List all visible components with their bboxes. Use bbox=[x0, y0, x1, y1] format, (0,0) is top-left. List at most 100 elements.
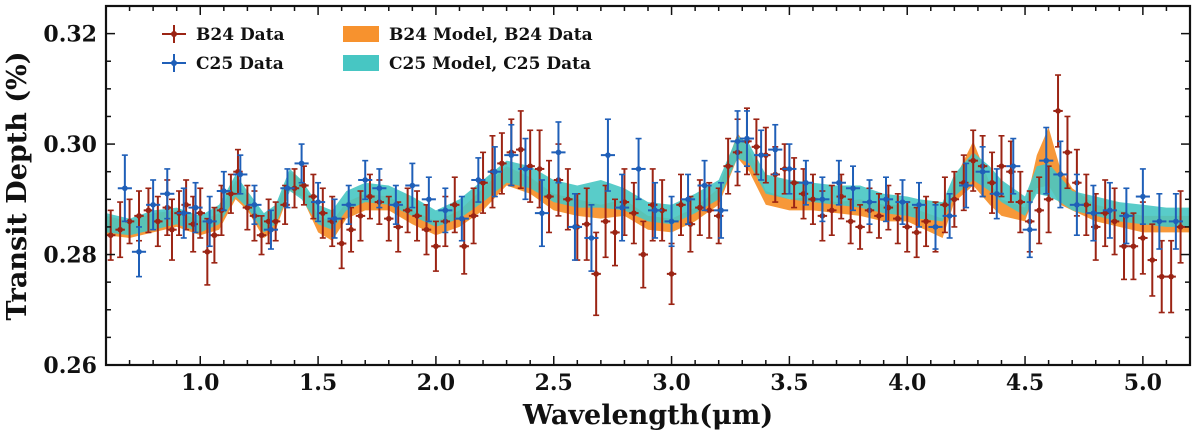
c25-data-marker bbox=[251, 202, 258, 208]
y-tick-label: 0.26 bbox=[43, 353, 97, 379]
c25-data-point bbox=[471, 157, 486, 203]
x-tick-label: 3.5 bbox=[770, 370, 808, 396]
c25-data-marker bbox=[345, 202, 352, 208]
c25-data-point bbox=[928, 204, 943, 250]
c25-data-point bbox=[487, 146, 502, 198]
y-axis-title: Transit Depth (%) bbox=[2, 52, 33, 321]
b24-data-marker bbox=[1102, 210, 1108, 216]
c25-data-point bbox=[713, 181, 729, 239]
b24-data-marker bbox=[1036, 207, 1042, 214]
c25-data-marker bbox=[946, 213, 953, 219]
x-tick-label: 1.5 bbox=[299, 370, 337, 396]
b24-data-marker bbox=[913, 229, 920, 236]
c25-data-point bbox=[131, 226, 147, 278]
legend-item: B24 Model, B24 Data bbox=[343, 25, 593, 45]
c25-data-marker bbox=[1026, 226, 1033, 233]
c25-data-marker bbox=[979, 168, 986, 175]
b24-data-marker bbox=[697, 204, 703, 211]
y-tick-label: 0.32 bbox=[43, 22, 97, 48]
b24-data-point bbox=[676, 173, 686, 237]
c25-data-marker bbox=[635, 166, 642, 172]
c25-data-point bbox=[388, 184, 403, 225]
b24-data-marker bbox=[480, 179, 486, 186]
c25-data-marker bbox=[701, 182, 708, 189]
c25-data-point bbox=[341, 184, 356, 225]
x-tick-label: 2.5 bbox=[535, 370, 573, 396]
b24-data-marker bbox=[847, 218, 854, 225]
b24-data-marker bbox=[951, 196, 958, 203]
b24-data-point bbox=[1100, 179, 1110, 248]
c25-data-marker bbox=[572, 224, 578, 230]
b24-data-point bbox=[365, 173, 375, 220]
c25-data-marker bbox=[1140, 193, 1146, 200]
c25-data-marker bbox=[744, 135, 750, 142]
b24-data-marker bbox=[244, 204, 251, 211]
b24-data-point bbox=[591, 231, 601, 317]
c25-data-point bbox=[895, 179, 910, 225]
legend-swatch bbox=[343, 26, 379, 42]
c25-data-point bbox=[551, 121, 566, 184]
b24-data-marker bbox=[678, 202, 684, 208]
c25-data-marker bbox=[899, 199, 906, 205]
b24-data-marker bbox=[499, 160, 505, 167]
c25-data-marker bbox=[192, 204, 199, 211]
b24-data-marker bbox=[923, 218, 929, 225]
b24-data-point bbox=[421, 204, 432, 256]
c25-data-marker bbox=[819, 196, 826, 203]
b24-data-marker bbox=[451, 202, 458, 208]
b24-data-marker bbox=[565, 196, 571, 203]
b24-data-point bbox=[1015, 170, 1026, 234]
b24-data-point bbox=[318, 187, 328, 239]
b24-data-marker bbox=[1140, 235, 1146, 241]
c25-data-point bbox=[438, 187, 453, 234]
b24-data-point bbox=[789, 157, 799, 209]
b24-data-marker bbox=[1121, 243, 1127, 250]
c25-data-point bbox=[567, 192, 583, 261]
b24-data-marker bbox=[117, 226, 123, 233]
c25-data-marker bbox=[1173, 218, 1179, 225]
c25-data-marker bbox=[850, 185, 856, 192]
b24-data-marker bbox=[107, 232, 114, 239]
c25-data-marker bbox=[475, 177, 482, 183]
b24-data-marker bbox=[527, 163, 533, 169]
c25-data-marker bbox=[605, 152, 611, 158]
b24-data-marker bbox=[857, 224, 863, 230]
c25-data-marker bbox=[508, 152, 515, 158]
b24-data-marker bbox=[546, 193, 552, 200]
b24-data-marker bbox=[461, 243, 467, 250]
b24-data-marker bbox=[1055, 108, 1061, 114]
b24-data-point bbox=[270, 201, 281, 242]
b24-data-point bbox=[242, 184, 253, 231]
c25-data-marker bbox=[298, 160, 305, 167]
b24-data-point bbox=[106, 209, 116, 261]
b24-data-point bbox=[827, 184, 837, 237]
b24-data-marker bbox=[258, 232, 265, 239]
b24-data-marker bbox=[810, 196, 816, 203]
c25-data-marker bbox=[1043, 157, 1050, 164]
b24-data-point bbox=[143, 187, 154, 234]
b24-data-marker bbox=[433, 243, 439, 250]
b24-data-marker bbox=[423, 226, 430, 233]
b24-data-marker bbox=[753, 144, 760, 150]
y-tick-label: 0.30 bbox=[43, 132, 97, 158]
c25-data-point bbox=[798, 159, 813, 206]
c25-data-marker bbox=[803, 179, 809, 186]
c25-data-point bbox=[739, 110, 755, 167]
b24-data-marker bbox=[404, 207, 411, 214]
b24-data-marker bbox=[126, 218, 133, 225]
b24-data-point bbox=[1147, 223, 1158, 297]
b24-data-point bbox=[1128, 212, 1139, 281]
c25-data-point bbox=[782, 143, 797, 195]
b24-data-point bbox=[544, 159, 554, 234]
legend-item: C25 Model, C25 Data bbox=[343, 54, 591, 74]
c25-data-marker bbox=[237, 171, 244, 178]
b24-data-marker bbox=[301, 182, 307, 189]
b24-data-point bbox=[478, 151, 488, 214]
b24-data-marker bbox=[631, 210, 637, 216]
legend-swatch bbox=[343, 55, 379, 71]
c25-data-point bbox=[664, 195, 679, 248]
c25-data-point bbox=[631, 137, 646, 201]
b24-data-point bbox=[666, 242, 677, 306]
c25-data-point bbox=[247, 184, 262, 225]
